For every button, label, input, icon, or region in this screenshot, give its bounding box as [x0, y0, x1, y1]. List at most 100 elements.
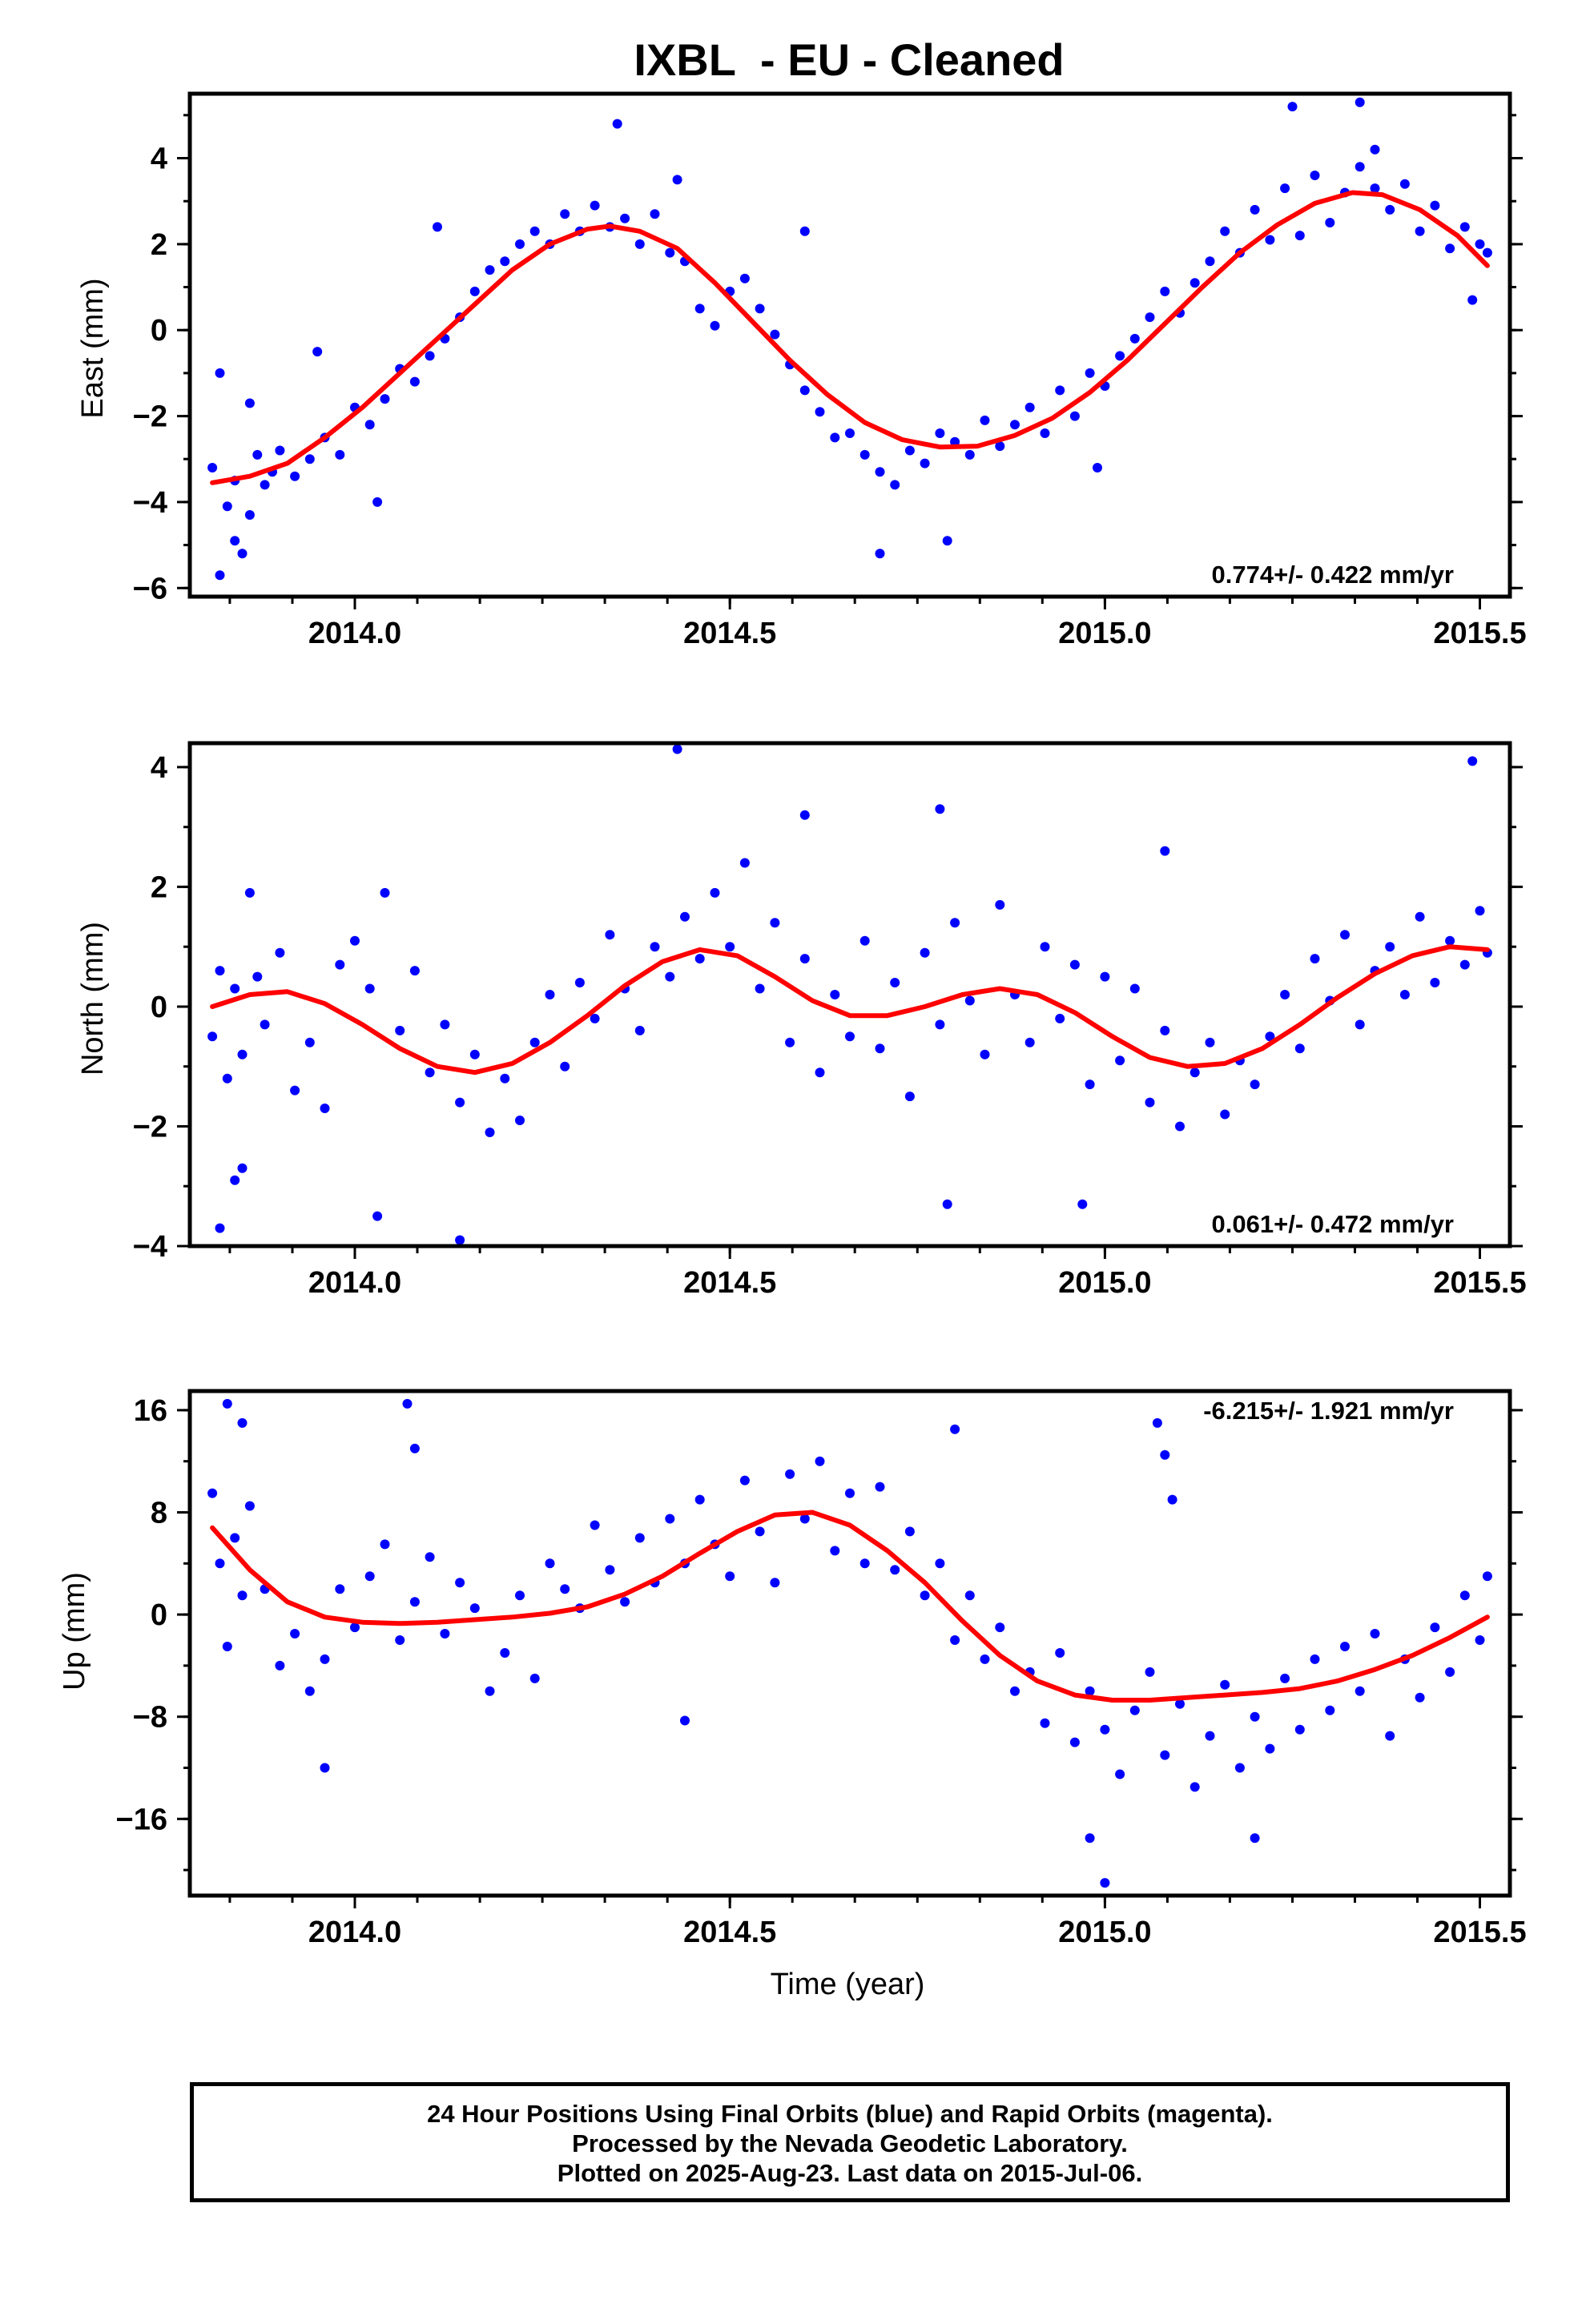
up-data-point — [1100, 1724, 1110, 1735]
east-data-point — [799, 385, 810, 396]
up-data-point — [1234, 1763, 1245, 1773]
up-data-point — [275, 1660, 285, 1671]
east-y-tick-label: 4 — [151, 143, 167, 176]
north-data-point — [935, 804, 945, 814]
up-data-point — [244, 1501, 255, 1511]
up-data-point — [1069, 1737, 1080, 1747]
east-data-point — [1370, 183, 1380, 194]
east-data-point — [904, 445, 915, 456]
up-x-tick-label: 2014.5 — [683, 1916, 776, 1949]
up-data-point — [634, 1533, 645, 1543]
up-data-point — [545, 1558, 555, 1569]
east-data-point — [312, 347, 323, 357]
east-data-point — [964, 449, 975, 460]
up-data-point — [1220, 1679, 1230, 1690]
up-y-tick-label: −16 — [116, 1803, 167, 1836]
east-data-point — [1385, 204, 1395, 215]
east-data-point — [650, 209, 660, 219]
east-data-point — [1415, 226, 1425, 236]
east-x-axis: 2014.0 2014.5 2015.0 2015.5 — [228, 597, 1527, 650]
up-data-point — [739, 1475, 750, 1486]
east-data-point — [710, 320, 720, 331]
east-data-point — [1115, 351, 1125, 361]
up-data-point — [815, 1456, 825, 1466]
north-data-point — [1399, 990, 1410, 999]
up-data-point — [1325, 1705, 1335, 1715]
north-data-point — [500, 1073, 510, 1084]
north-fit-curve — [210, 944, 1490, 1076]
up-data-point — [409, 1443, 420, 1454]
north-x-tick-label: 2015.5 — [1433, 1266, 1526, 1300]
up-data-point — [560, 1584, 570, 1594]
north-data-point — [320, 1104, 330, 1113]
east-data-point — [364, 420, 375, 430]
east-data-point — [1250, 204, 1260, 215]
east-data-point — [1325, 218, 1335, 227]
north-data-point — [694, 954, 705, 964]
east-data-point — [1287, 102, 1298, 112]
east-data-point — [304, 454, 315, 464]
north-data-point — [634, 1025, 645, 1035]
east-x-tick-label: 2015.5 — [1433, 617, 1526, 650]
east-data-point — [222, 501, 232, 512]
up-data-point — [755, 1526, 765, 1537]
east-data-point — [500, 256, 510, 267]
east-data-point — [995, 441, 1005, 452]
up-data-point — [935, 1558, 945, 1569]
east-data-point — [1093, 463, 1102, 472]
east-fit-curve — [210, 190, 1490, 485]
north-data-point — [1280, 990, 1290, 999]
east-data-point — [799, 226, 810, 236]
north-data-point — [1467, 756, 1478, 766]
north-data-point — [380, 887, 390, 898]
north-data-point — [1175, 1121, 1185, 1132]
north-data-point — [440, 1019, 450, 1030]
up-fit-curve — [210, 1510, 1490, 1703]
up-data-point — [1160, 1750, 1170, 1760]
north-y-tick-label: −4 — [133, 1230, 167, 1264]
north-data-point — [710, 887, 720, 898]
up-y-axis: −16 −8 0 8 16 — [116, 1394, 1523, 1872]
north-y-tick-label: −2 — [133, 1111, 167, 1144]
up-data-point — [380, 1539, 390, 1550]
east-data-point — [290, 471, 300, 481]
up-data-point — [785, 1469, 795, 1479]
east-data-point — [1205, 256, 1215, 267]
up-data-point — [950, 1424, 960, 1434]
up-data-point — [1340, 1642, 1350, 1651]
up-data-point — [469, 1603, 480, 1614]
north-data-point — [964, 995, 975, 1006]
east-data-point — [529, 226, 540, 236]
up-data-point — [304, 1686, 315, 1696]
north-data-point — [1475, 906, 1485, 916]
north-data-point — [680, 911, 690, 922]
up-y-tick-label: 8 — [151, 1497, 167, 1530]
north-data-point — [1024, 1037, 1035, 1047]
north-data-point — [1265, 1031, 1275, 1042]
north-data-point — [237, 1163, 248, 1173]
up-x-tick-label: 2015.0 — [1058, 1916, 1151, 1949]
north-data-point — [1310, 954, 1320, 964]
north-data-point — [799, 810, 810, 820]
north-data-point — [1445, 935, 1455, 946]
up-data-point — [1355, 1686, 1365, 1696]
up-data-point — [1280, 1673, 1290, 1683]
north-data-point — [290, 1085, 300, 1096]
up-data-point — [859, 1558, 870, 1569]
east-data-point — [244, 510, 255, 520]
north-data-point — [725, 942, 735, 952]
up-data-point — [1175, 1699, 1185, 1709]
east-data-point — [409, 376, 420, 387]
x-axis-label: Time (year) — [771, 1968, 925, 2001]
north-data-point — [942, 1199, 952, 1209]
north-data-point — [1355, 1019, 1365, 1030]
up-data-point — [215, 1558, 225, 1569]
north-data-point — [785, 1037, 795, 1047]
north-data-point — [672, 744, 682, 754]
north-data-point — [1100, 971, 1110, 982]
north-data-point — [409, 966, 420, 976]
up-data-point — [237, 1417, 248, 1428]
north-y-axis-label: North (mm) — [76, 922, 110, 1076]
north-y-tick-label: 2 — [151, 870, 167, 904]
up-data-point — [1430, 1622, 1440, 1633]
